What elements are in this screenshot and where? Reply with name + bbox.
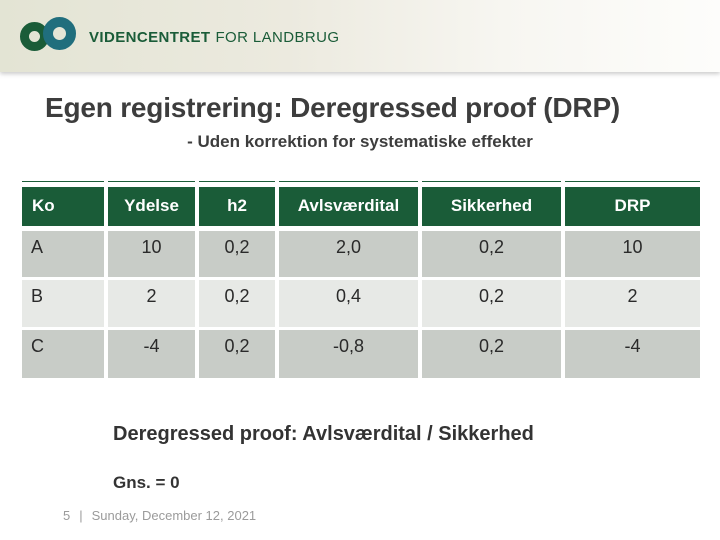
table-header-cell: Ydelse — [106, 184, 199, 231]
table-cell: 10 — [563, 228, 700, 278]
table-header-cell: Ko — [22, 184, 108, 231]
table-row: B 2 0,2 0,4 0,2 2 — [22, 276, 700, 328]
table-cell: 2,0 — [277, 228, 422, 278]
logo-teal-ring-icon — [43, 16, 76, 50]
table-cell: C — [22, 326, 108, 378]
table-cell: 0,2 — [420, 276, 565, 328]
table-cell: 0,2 — [420, 228, 565, 278]
slide-subtitle: - Uden korrektion for systematiske effek… — [187, 132, 533, 151]
table-cell: 10 — [106, 228, 199, 278]
table-row: A 10 0,2 2,0 0,2 10 — [22, 228, 700, 278]
table-cell: 0,2 — [197, 326, 279, 378]
table-cell: -0,8 — [277, 326, 422, 378]
table-header-cell: Sikkerhed — [420, 184, 565, 231]
table-cell: 2 — [106, 276, 199, 328]
footer-separator: | — [79, 508, 83, 523]
brand-name-rest: FOR LANDBRUG — [215, 29, 340, 46]
brand-name: VIDENCENTRET FOR LANDBRUG — [89, 29, 339, 46]
formula-text: Deregressed proof: Avlsværdital / Sikker… — [113, 423, 534, 445]
footer-date: Sunday, December 12, 2021 — [91, 508, 257, 523]
table-cell: B — [22, 276, 108, 328]
table-cell: 0,2 — [197, 276, 279, 328]
table-cell: A — [22, 228, 108, 278]
brand-name-bold: VIDENCENTRET — [89, 29, 211, 46]
table-header-row: Ko Ydelse h2 Avlsværdital Sikkerhed DRP — [22, 184, 700, 231]
table-header-cell: DRP — [563, 184, 700, 231]
table-header-cell: Avlsværdital — [277, 184, 422, 231]
table-cell: 2 — [563, 276, 700, 328]
table-cell: 0,4 — [277, 276, 422, 328]
brand-logo — [20, 15, 76, 51]
table-header-cell: h2 — [197, 184, 279, 231]
table-cell: -4 — [106, 326, 199, 378]
drp-table: Ko Ydelse h2 Avlsværdital Sikkerhed DRP … — [22, 179, 700, 378]
table-container: Ko Ydelse h2 Avlsværdital Sikkerhed DRP … — [22, 179, 700, 378]
table-accent-line — [22, 179, 700, 187]
table-cell: 0,2 — [197, 228, 279, 278]
table-cell: 0,2 — [420, 326, 565, 378]
table-row: C -4 0,2 -0,8 0,2 -4 — [22, 326, 700, 378]
average-text: Gns. = 0 — [113, 473, 180, 492]
slide-title: Egen registrering: Deregressed proof (DR… — [45, 92, 621, 123]
page-number: 5 — [63, 508, 71, 523]
table-cell: -4 — [563, 326, 700, 378]
header-band: VIDENCENTRET FOR LANDBRUG — [0, 0, 720, 72]
slide-footer: 5 | Sunday, December 12, 2021 — [63, 508, 256, 523]
